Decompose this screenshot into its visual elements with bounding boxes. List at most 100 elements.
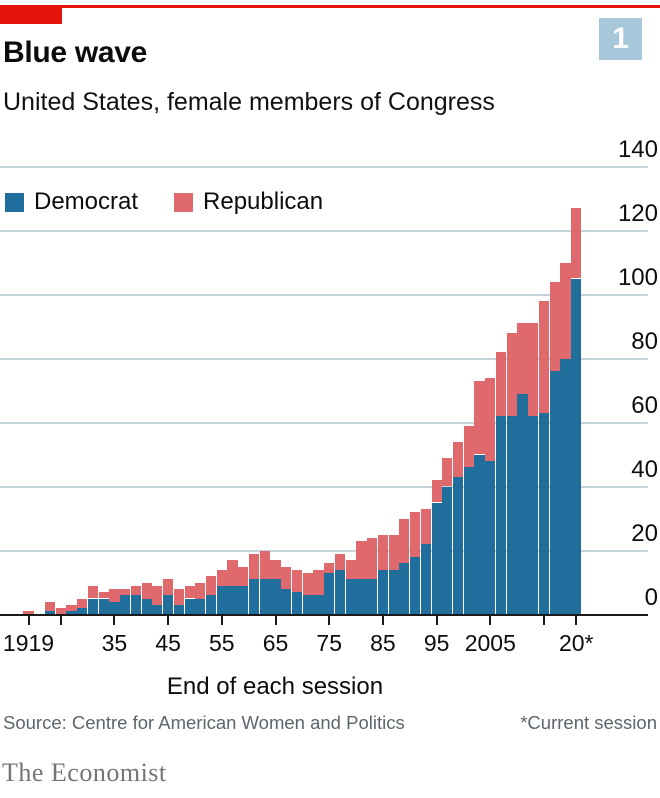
y-axis-label-80: 80 bbox=[631, 327, 658, 355]
publisher-brand: The Economist bbox=[2, 758, 167, 787]
bar-1981-republican bbox=[356, 540, 367, 580]
bar-1965-republican bbox=[270, 560, 281, 580]
chart-subtitle: United States, female members of Congres… bbox=[3, 88, 495, 116]
x-tick-1955 bbox=[220, 616, 223, 625]
bar-1995-republican bbox=[431, 480, 442, 503]
bar-2005-republican bbox=[485, 377, 496, 461]
x-tick-1945 bbox=[167, 616, 170, 625]
bar-2003-republican bbox=[474, 380, 485, 455]
bar-1927-democrat bbox=[66, 611, 77, 615]
x-tick-1919 bbox=[27, 616, 30, 625]
bar-1955-republican bbox=[216, 569, 227, 586]
gridline-100 bbox=[0, 293, 648, 296]
x-axis-label-45: 45 bbox=[155, 630, 181, 656]
legend-label: Republican bbox=[203, 188, 324, 215]
bar-1997-democrat bbox=[442, 486, 453, 615]
y-axis-label-0: 0 bbox=[644, 583, 658, 611]
bar-1929-republican bbox=[77, 598, 88, 609]
bar-1999-republican bbox=[453, 441, 464, 477]
bar-2001-republican bbox=[463, 425, 474, 468]
bar-2007-republican bbox=[495, 352, 507, 417]
x-tick-2021 bbox=[575, 616, 578, 625]
bar-1963-republican bbox=[259, 550, 270, 580]
bar-1989-republican bbox=[399, 518, 410, 564]
x-tick-1935 bbox=[113, 616, 116, 625]
bar-1941-republican bbox=[141, 582, 152, 599]
bar-1991-republican bbox=[410, 512, 421, 557]
bar-1997-republican bbox=[442, 457, 453, 487]
bar-1937-republican bbox=[120, 588, 131, 596]
bar-1951-republican bbox=[195, 582, 206, 599]
bar-1933-democrat bbox=[98, 598, 109, 615]
bar-1943-democrat bbox=[152, 604, 163, 615]
bar-1931-democrat bbox=[87, 598, 99, 615]
bar-1983-democrat bbox=[367, 579, 378, 615]
bar-1967-republican bbox=[281, 566, 292, 589]
bar-1945-republican bbox=[163, 579, 174, 596]
x-tick-1995 bbox=[435, 616, 438, 625]
bar-1981-democrat bbox=[356, 579, 367, 615]
bar-1959-democrat bbox=[238, 585, 249, 615]
bar-1993-democrat bbox=[420, 544, 431, 615]
x-axis-label-55: 55 bbox=[209, 630, 235, 656]
bar-1929-democrat bbox=[77, 608, 88, 615]
bar-1987-democrat bbox=[388, 569, 399, 615]
bar-2015-republican bbox=[538, 300, 550, 413]
bar-1931-republican bbox=[87, 585, 99, 599]
x-axis-label-2005: 2005 bbox=[464, 630, 516, 656]
x-axis-label-65: 65 bbox=[262, 630, 289, 656]
bar-1971-democrat bbox=[302, 595, 313, 615]
bar-2007-democrat bbox=[495, 416, 507, 615]
y-axis-label-60: 60 bbox=[631, 391, 658, 419]
x-tick-2005 bbox=[489, 616, 492, 625]
top-rule bbox=[0, 5, 660, 8]
bar-1985-democrat bbox=[377, 569, 388, 615]
x-tick-1925 bbox=[59, 616, 62, 625]
bar-1935-democrat bbox=[109, 601, 120, 615]
bar-1933-republican bbox=[98, 592, 109, 599]
bar-1923-democrat bbox=[44, 611, 56, 615]
bar-2009-democrat bbox=[506, 416, 517, 615]
bar-1985-republican bbox=[377, 534, 388, 570]
bar-1969-democrat bbox=[291, 592, 303, 615]
bar-1951-democrat bbox=[195, 598, 206, 615]
bar-1975-democrat bbox=[324, 572, 335, 615]
x-tick-1975 bbox=[328, 616, 331, 625]
bar-1927-republican bbox=[66, 604, 77, 612]
bar-2013-democrat bbox=[528, 416, 539, 615]
bar-1961-democrat bbox=[248, 579, 260, 615]
bar-1949-democrat bbox=[184, 598, 195, 615]
y-axis-label-20: 20 bbox=[631, 519, 658, 547]
bar-1971-republican bbox=[302, 572, 313, 596]
bar-1953-democrat bbox=[205, 595, 217, 615]
legend-item-republican: Republican bbox=[174, 188, 323, 216]
bar-1973-republican bbox=[313, 569, 324, 596]
bar-1977-democrat bbox=[334, 569, 346, 615]
bar-1939-democrat bbox=[130, 595, 141, 615]
bar-2013-republican bbox=[528, 323, 539, 417]
bar-1979-republican bbox=[345, 560, 356, 580]
gridline-140 bbox=[0, 165, 648, 168]
bar-1979-democrat bbox=[345, 579, 356, 615]
bar-2021-republican bbox=[571, 208, 582, 279]
bar-1989-democrat bbox=[399, 563, 410, 615]
bar-2005-democrat bbox=[485, 460, 496, 615]
x-tick-1965 bbox=[274, 616, 277, 625]
x-axis-title: End of each session bbox=[166, 673, 384, 700]
bar-2019-democrat bbox=[560, 358, 571, 615]
bar-1955-democrat bbox=[216, 585, 227, 615]
bar-1993-republican bbox=[420, 508, 431, 545]
y-axis-label-120: 120 bbox=[617, 199, 658, 227]
y-axis-label-40: 40 bbox=[631, 455, 658, 483]
legend: Democrat Republican bbox=[5, 188, 323, 216]
bar-2021-democrat bbox=[571, 278, 582, 615]
democrat-swatch-icon bbox=[5, 192, 24, 212]
bar-1975-republican bbox=[324, 563, 335, 573]
bar-1925-republican bbox=[55, 608, 66, 615]
y-axis-label-100: 100 bbox=[617, 263, 658, 291]
bar-1943-republican bbox=[152, 585, 163, 605]
bar-1939-republican bbox=[130, 585, 141, 596]
x-axis-label-75: 75 bbox=[316, 630, 343, 656]
